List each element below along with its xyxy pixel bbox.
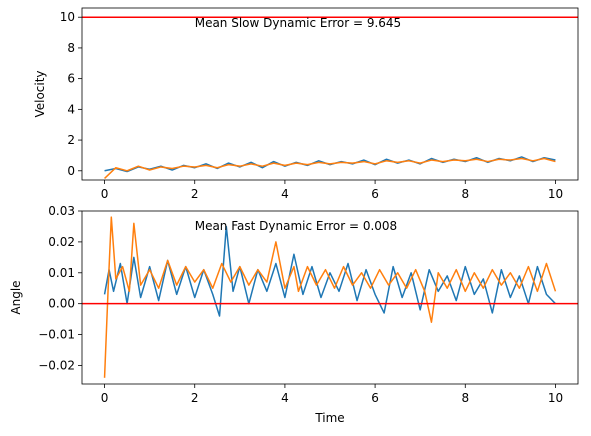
angle-x-tick-label: 4 [281, 391, 289, 405]
velocity-y-tick-label: 6 [67, 72, 75, 86]
velocity-x-tick-label: 6 [371, 187, 379, 201]
angle-y-tick-label: 0.01 [48, 266, 75, 280]
angle-y-axis-label: Angle [9, 280, 23, 314]
velocity-x-tick-label: 0 [101, 187, 109, 201]
velocity-axes-frame [81, 7, 579, 181]
velocity-x-tick-label: 8 [461, 187, 469, 201]
velocity-series-2-line [104, 157, 556, 180]
velocity-error-annotation: Mean Slow Dynamic Error = 9.645 [195, 16, 401, 30]
angle-x-tick-label: 8 [461, 391, 469, 405]
angle-x-tick-label: 2 [191, 391, 199, 405]
velocity-y-axis-label: Velocity [33, 70, 47, 117]
angle-series-2-line [103, 216, 557, 378]
angle-y-tick-label: −0.02 [38, 358, 75, 372]
angle-y-tick-label: −0.01 [38, 328, 75, 342]
angle-y-tick-label: 0.00 [48, 297, 75, 311]
angle-x-tick-label: 10 [548, 391, 563, 405]
velocity-x-tick-label: 4 [281, 187, 289, 201]
angle-y-tick-label: 0.02 [48, 235, 75, 249]
angle-error-annotation: Mean Fast Dynamic Error = 0.008 [195, 219, 397, 233]
velocity-y-tick-label: 8 [67, 41, 75, 55]
angle-x-tick-label: 6 [371, 391, 379, 405]
angle-x-tick-label: 0 [101, 391, 109, 405]
velocity-y-tick-label: 4 [67, 102, 75, 116]
velocity-y-tick-label: 0 [67, 164, 75, 178]
velocity-y-tick-label: 10 [60, 10, 75, 24]
velocity-panel: 0 2 4 6 8 10 0 2 4 6 8 10 Velocity Mean Slow Dynamic … [33, 7, 579, 201]
velocity-x-tick-label: 2 [191, 187, 199, 201]
velocity-y-tick-label: 2 [67, 133, 75, 147]
angle-axes-frame [81, 210, 579, 385]
velocity-x-tick-label: 10 [548, 187, 563, 201]
angle-y-tick-label: 0.03 [48, 204, 75, 218]
angle-panel: 0 2 4 6 8 10 −0.02 −0.01 0.00 0.01 0.02 0.03 Angle Ti… [9, 204, 579, 425]
angle-x-axis-label: Time [314, 411, 344, 425]
